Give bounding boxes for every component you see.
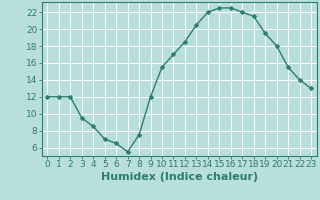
X-axis label: Humidex (Indice chaleur): Humidex (Indice chaleur): [100, 172, 258, 182]
